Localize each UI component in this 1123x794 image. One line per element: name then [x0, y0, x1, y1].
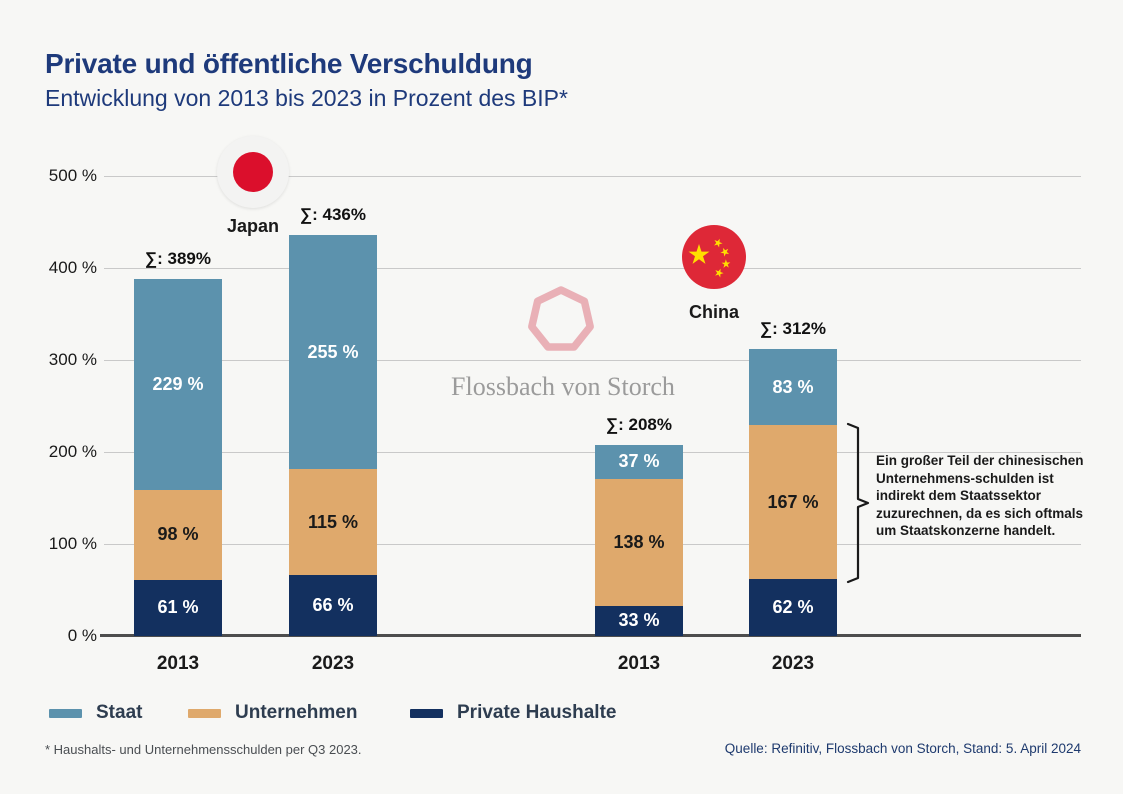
segment-unternehmen-china-2013: 138 %	[595, 478, 683, 606]
gridline-200	[104, 452, 1081, 453]
segment-private-haushalte-china-2023: 62 %	[749, 578, 837, 636]
watermark-text: Flossbach von Storch	[451, 372, 675, 401]
source-text: Quelle: Refinitiv, Flossbach von Storch,…	[724, 741, 1081, 756]
y-tick-200: 200 %	[48, 442, 97, 461]
annotation-bracket	[846, 422, 870, 584]
segment-unternehmen-china-2023: 167 %	[749, 425, 837, 579]
segment-unternehmen-japan-2023: 115 %	[289, 469, 377, 576]
flossbach-logo-icon	[528, 286, 594, 351]
gridline-100	[104, 544, 1081, 545]
segment-value-label: 37 %	[618, 451, 660, 472]
gridline-400	[104, 268, 1081, 269]
annotation-text: Ein großer Teil der chinesischen Unterne…	[876, 453, 1084, 538]
china-flag-icon	[682, 225, 746, 289]
segment-private-haushalte-japan-2013: 61 %	[134, 579, 222, 636]
segment-value-label: 138 %	[613, 531, 665, 552]
bar-china-2023: 83 % 167 % 62 %	[749, 348, 837, 636]
y-tick-300: 300 %	[48, 350, 97, 369]
segment-value-label: 255 %	[307, 341, 359, 362]
y-tick-0: 0 %	[67, 626, 97, 645]
segment-private-haushalte-japan-2023: 66 %	[289, 575, 377, 636]
legend-item-unternehmen: Unternehmen	[188, 702, 357, 724]
segment-value-label: 115 %	[307, 511, 359, 532]
y-tick-400: 400 %	[48, 258, 97, 277]
japan-flag-sun	[233, 152, 273, 192]
segment-value-label: 66 %	[312, 595, 354, 616]
bar-japan-2023: 255 % 115 % 66 %	[289, 234, 377, 636]
total-label-china-2013: ∑: 208%	[606, 414, 672, 434]
page-subtitle: Entwicklung von 2013 bis 2023 in Prozent…	[45, 85, 568, 111]
legend-swatch-private-haushalte	[410, 708, 443, 718]
x-axis-baseline	[100, 634, 1081, 637]
total-label-japan-2013: ∑: 389%	[145, 249, 211, 269]
gridline-300	[104, 360, 1081, 361]
china-group-label: China	[688, 302, 739, 322]
segment-value-label: 167 %	[767, 491, 819, 512]
x-axis-label-japan-2013: 2013	[156, 653, 200, 674]
bar-japan-2013: 229 % 98 % 61 %	[134, 279, 222, 636]
segment-value-label: 61 %	[157, 597, 199, 618]
legend-label-staat: Staat	[96, 702, 143, 723]
x-axis-label-china-2013: 2013	[617, 653, 661, 674]
legend-swatch-staat	[49, 708, 82, 718]
x-axis-label-china-2023: 2023	[771, 653, 815, 674]
japan-flag-icon	[217, 136, 289, 208]
x-axis-label-japan-2023: 2023	[311, 653, 355, 674]
footnote: * Haushalts- und Unternehmensschulden pe…	[45, 742, 362, 757]
page-title: Private und öffentliche Verschuldung	[45, 48, 533, 79]
segment-staat-japan-2023: 255 %	[289, 234, 377, 470]
segment-value-label: 229 %	[152, 373, 204, 394]
y-tick-500: 500 %	[48, 166, 97, 185]
legend-item-staat: Staat	[49, 702, 142, 724]
legend-label-unternehmen: Unternehmen	[235, 702, 358, 723]
legend-swatch-unternehmen	[188, 708, 221, 718]
segment-staat-china-2023: 83 %	[749, 348, 837, 426]
segment-staat-china-2013: 37 %	[595, 444, 683, 479]
y-tick-100: 100 %	[48, 534, 97, 553]
segment-value-label: 83 %	[772, 376, 814, 397]
segment-private-haushalte-china-2013: 33 %	[595, 605, 683, 636]
bar-china-2013: 37 % 138 % 33 %	[595, 444, 683, 636]
segment-value-label: 98 %	[157, 524, 199, 545]
japan-group-label: Japan	[226, 216, 280, 236]
total-label-japan-2023: ∑: 436%	[300, 204, 366, 224]
segment-value-label: 33 %	[618, 610, 660, 631]
total-label-china-2023: ∑: 312%	[760, 318, 826, 338]
segment-value-label: 62 %	[772, 596, 814, 617]
legend-item-private-haushalte: Private Haushalte	[410, 702, 616, 724]
segment-staat-japan-2013: 229 %	[134, 279, 222, 490]
segment-unternehmen-japan-2013: 98 %	[134, 489, 222, 580]
gridline-500	[104, 176, 1081, 177]
legend-label-private-haushalte: Private Haushalte	[457, 702, 617, 723]
